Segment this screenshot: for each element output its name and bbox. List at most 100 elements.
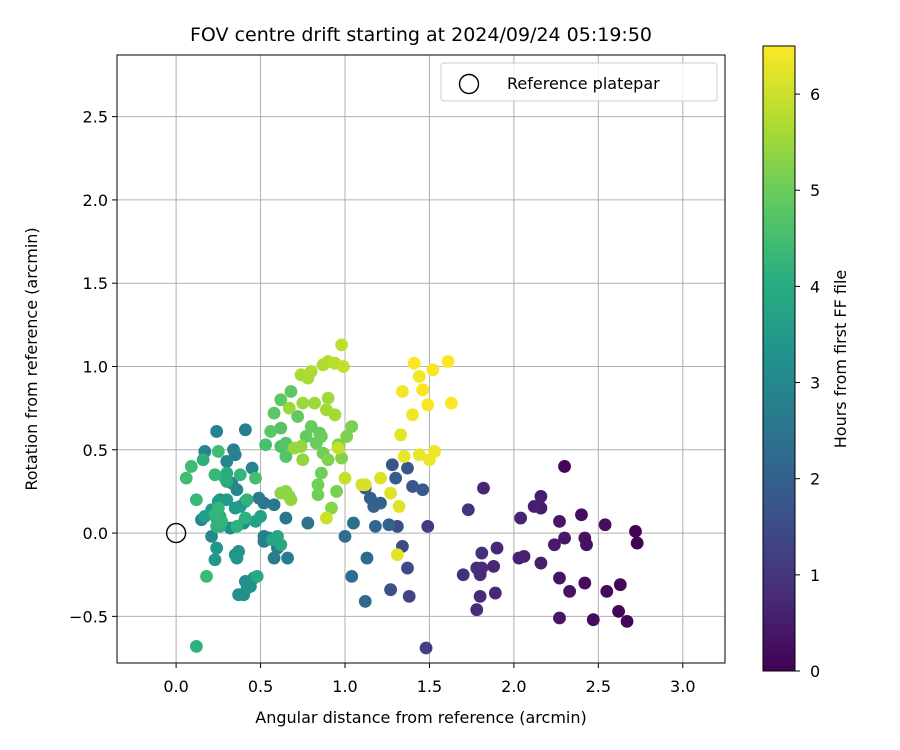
reference-platepar-marker [165, 522, 187, 544]
data-point [384, 583, 397, 597]
colorbar-tick-label: 3 [810, 374, 820, 393]
data-point [397, 450, 411, 463]
y-tick-label: 0.0 [83, 524, 108, 543]
data-point [282, 401, 296, 415]
data-point [384, 486, 397, 500]
data-point [230, 483, 244, 497]
plot-frame [116, 54, 726, 664]
data-point [487, 559, 501, 573]
data-point [196, 453, 210, 467]
data-point [227, 443, 240, 457]
data-point [208, 468, 222, 482]
data-point [563, 584, 577, 598]
data-point [279, 511, 293, 525]
data-point [335, 338, 349, 352]
data-point [470, 603, 484, 617]
data-point [259, 438, 273, 452]
data-point [304, 365, 318, 378]
colorbar: 0 1 2 3 4 5 6 Hours from first FF file [762, 45, 850, 681]
data-point [406, 480, 419, 493]
data-point [338, 530, 352, 543]
data-point [475, 561, 489, 575]
colorbar-label: Hours from first FF file [831, 270, 850, 449]
y-axis-label: Rotation from reference (arcmin) [22, 227, 41, 490]
data-point [488, 586, 502, 600]
data-point [406, 408, 419, 422]
data-point [612, 604, 625, 618]
data-point [200, 569, 213, 583]
data-point [328, 408, 342, 422]
data-point [394, 428, 408, 442]
data-point [445, 396, 458, 410]
data-point [382, 518, 396, 532]
data-point [419, 641, 433, 655]
colorbar-tick-label: 0 [810, 662, 820, 681]
colorbar-tick-label: 5 [810, 181, 820, 200]
data-point [238, 511, 252, 525]
data-point [264, 425, 278, 438]
data-point [421, 520, 435, 533]
data-points [179, 338, 644, 655]
data-point [267, 498, 281, 512]
data-point [340, 430, 354, 443]
data-point [548, 538, 561, 552]
data-point [299, 430, 313, 443]
data-point [527, 500, 541, 513]
data-point [514, 511, 528, 525]
data-point [252, 491, 266, 505]
data-point [208, 553, 222, 567]
data-point [396, 385, 409, 398]
data-point [198, 510, 212, 523]
data-point [360, 551, 374, 565]
x-axis-ticks: 0.0 0.5 1.0 1.5 2.0 2.5 3.0 [163, 663, 696, 696]
legend-reference-marker-icon [458, 73, 480, 95]
data-point [473, 589, 487, 603]
data-point [630, 536, 644, 550]
y-tick-label: 0.5 [83, 441, 108, 460]
data-point [358, 594, 372, 608]
data-point [347, 516, 360, 530]
data-point [296, 396, 310, 410]
data-point [230, 551, 244, 565]
data-point [390, 548, 404, 562]
data-point [613, 578, 627, 592]
colorbar-gradient [762, 45, 796, 672]
y-tick-label: −0.5 [69, 607, 108, 626]
data-point [233, 468, 247, 482]
data-point [211, 501, 225, 515]
data-point [311, 478, 325, 492]
data-point [345, 569, 359, 583]
legend: Reference platepar [440, 62, 718, 102]
data-point [284, 493, 298, 507]
colorbar-ticks: 0 1 2 3 4 5 6 [795, 85, 820, 681]
data-point [267, 551, 281, 565]
data-point [534, 490, 548, 503]
data-point [374, 496, 387, 510]
data-point [311, 488, 325, 502]
legend-entry-reference-platepar: Reference platepar [507, 74, 660, 93]
y-tick-label: 2.0 [83, 191, 108, 210]
colorbar-tick-label: 2 [810, 470, 820, 489]
data-point [428, 445, 441, 458]
data-point [274, 421, 288, 435]
data-point [301, 516, 315, 530]
data-point [296, 453, 310, 467]
data-point [389, 471, 403, 485]
data-point [189, 639, 203, 653]
data-point [401, 461, 414, 475]
data-point [325, 501, 338, 515]
data-point [309, 436, 323, 450]
data-point [374, 471, 387, 485]
colorbar-tick-label: 4 [810, 277, 820, 296]
data-point [416, 483, 430, 497]
data-point [600, 584, 614, 598]
data-point [274, 538, 288, 552]
data-point [267, 406, 281, 420]
data-point [456, 568, 470, 582]
data-point [575, 508, 588, 522]
data-point [320, 511, 333, 525]
x-tick-label: 1.0 [332, 677, 357, 696]
data-point [369, 520, 382, 533]
data-point [230, 520, 244, 533]
